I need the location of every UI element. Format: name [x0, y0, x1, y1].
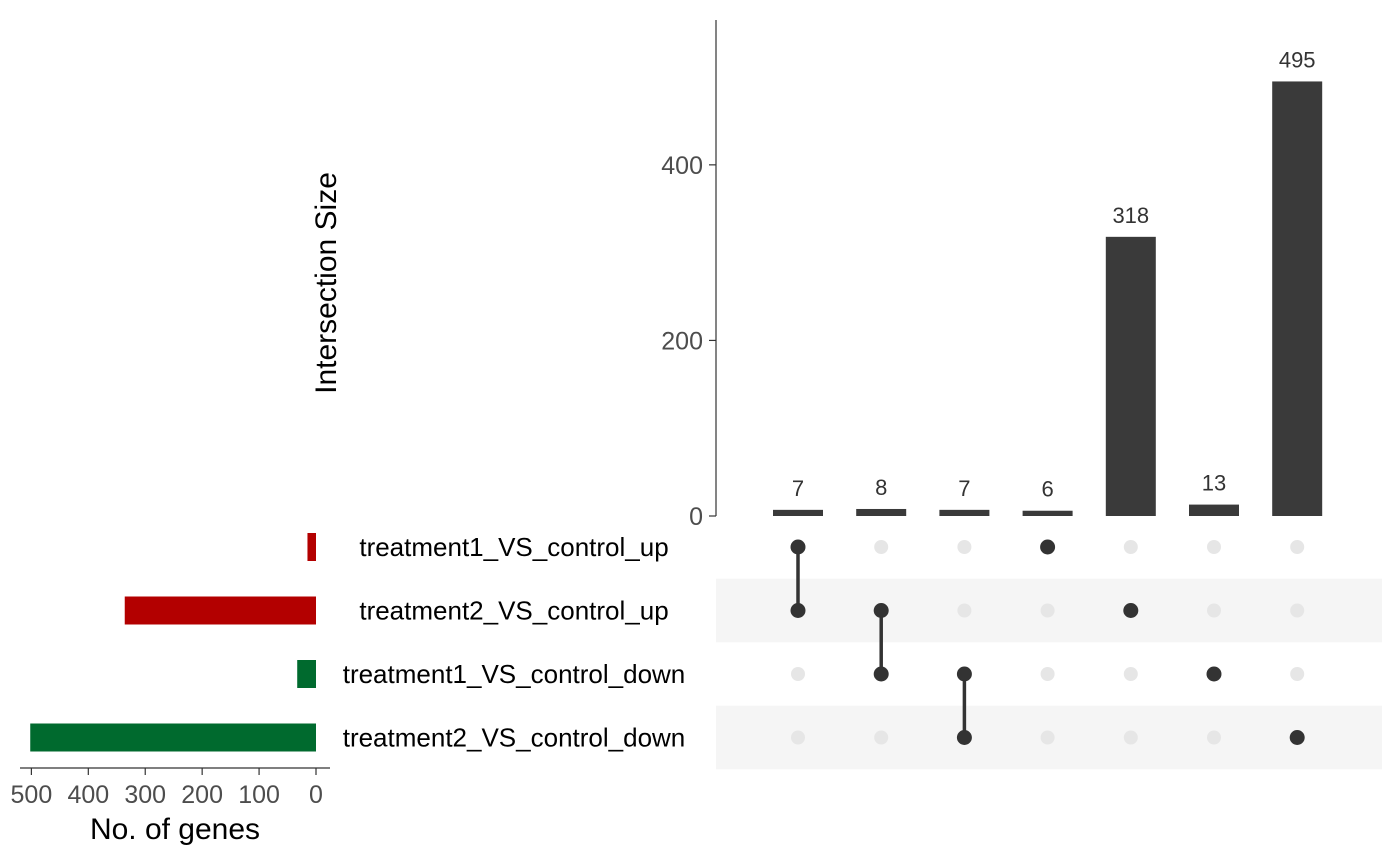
- intersection-bars: [773, 81, 1323, 517]
- matrix-dot-inactive: [791, 667, 805, 681]
- set-size-bar: [124, 596, 316, 625]
- intersection-bar-label: 318: [1112, 203, 1149, 228]
- matrix-dot-inactive: [1123, 540, 1138, 554]
- x-axis-title: No. of genes: [90, 813, 260, 846]
- matrix-dot-inactive: [1290, 603, 1305, 618]
- matrix-dot-inactive: [1207, 603, 1221, 618]
- intersection-bar-labels: 7 8 7 6 318 13 495: [792, 47, 1316, 501]
- matrix-dot-active: [873, 666, 889, 682]
- x-tick-label: 100: [238, 781, 280, 809]
- matrix-dot-inactive: [1040, 667, 1055, 681]
- intersection-bar: [1189, 504, 1239, 516]
- matrix-dot-inactive: [1290, 667, 1305, 681]
- x-tick-label: 500: [11, 781, 53, 809]
- intersection-matrix: [790, 539, 1305, 745]
- matrix-dot-inactive: [874, 540, 889, 554]
- matrix-dot-inactive: [1040, 603, 1055, 618]
- y-axis-title: Intersection Size: [310, 172, 343, 394]
- set-name-label: treatment2_VS_control_down: [343, 723, 686, 753]
- matrix-dot-inactive: [1123, 667, 1138, 681]
- set-name-label: treatment1_VS_control_down: [343, 659, 686, 689]
- intersection-bar-label: 495: [1279, 47, 1316, 72]
- y-tick-label: 200: [661, 327, 703, 355]
- intersection-bar-label: 13: [1202, 471, 1226, 496]
- matrix-dot-active: [790, 539, 806, 555]
- x-tick-label: 400: [67, 781, 109, 809]
- set-name-label: treatment2_VS_control_up: [359, 596, 668, 626]
- matrix-dot-inactive: [1207, 730, 1221, 745]
- set-size-bar: [307, 533, 316, 561]
- intersection-bar: [1272, 81, 1323, 516]
- intersection-bar-label: 7: [958, 476, 970, 501]
- intersection-bar: [1105, 236, 1156, 517]
- y-tick-label: 0: [689, 503, 703, 531]
- intersection-size-axis: 0 200 400: [661, 20, 717, 531]
- x-tick-label: 200: [181, 781, 223, 809]
- set-size-bar: [30, 723, 316, 752]
- matrix-dot-active: [1289, 730, 1305, 745]
- intersection-bar: [1022, 510, 1073, 516]
- y-tick-label: 400: [661, 152, 703, 180]
- matrix-dot-active: [1040, 539, 1056, 555]
- matrix-dot-inactive: [1207, 540, 1221, 554]
- set-size-bar: [297, 660, 316, 688]
- matrix-dot-inactive: [1290, 540, 1305, 554]
- intersection-bar: [939, 509, 990, 516]
- matrix-dot-active: [956, 666, 972, 682]
- set-name-labels: treatment1_VS_control_up treatment2_VS_co…: [343, 532, 686, 753]
- matrix-dot-inactive: [1040, 730, 1055, 745]
- matrix-dot-active: [873, 603, 889, 618]
- intersection-bar: [773, 509, 823, 516]
- matrix-dot-inactive: [874, 730, 889, 745]
- matrix-dot-inactive: [957, 540, 972, 554]
- x-tick-label: 300: [124, 781, 166, 809]
- set-size-axis: 500 400 300 200 100 0: [11, 767, 330, 809]
- intersection-bar: [856, 508, 907, 516]
- matrix-dot-inactive: [791, 730, 805, 745]
- intersection-bar-label: 6: [1041, 477, 1053, 502]
- matrix-dot-inactive: [1123, 730, 1138, 745]
- matrix-dot-active: [1206, 666, 1222, 682]
- matrix-dot-active: [1123, 603, 1139, 618]
- matrix-dot-active: [790, 603, 806, 618]
- intersection-bar-label: 7: [792, 476, 804, 501]
- matrix-dot-active: [956, 730, 972, 745]
- set-name-label: treatment1_VS_control_up: [359, 532, 668, 562]
- matrix-dot-inactive: [957, 603, 972, 618]
- x-tick-label: 0: [309, 781, 323, 809]
- set-size-bars: [30, 533, 316, 752]
- intersection-bar-label: 8: [875, 475, 887, 500]
